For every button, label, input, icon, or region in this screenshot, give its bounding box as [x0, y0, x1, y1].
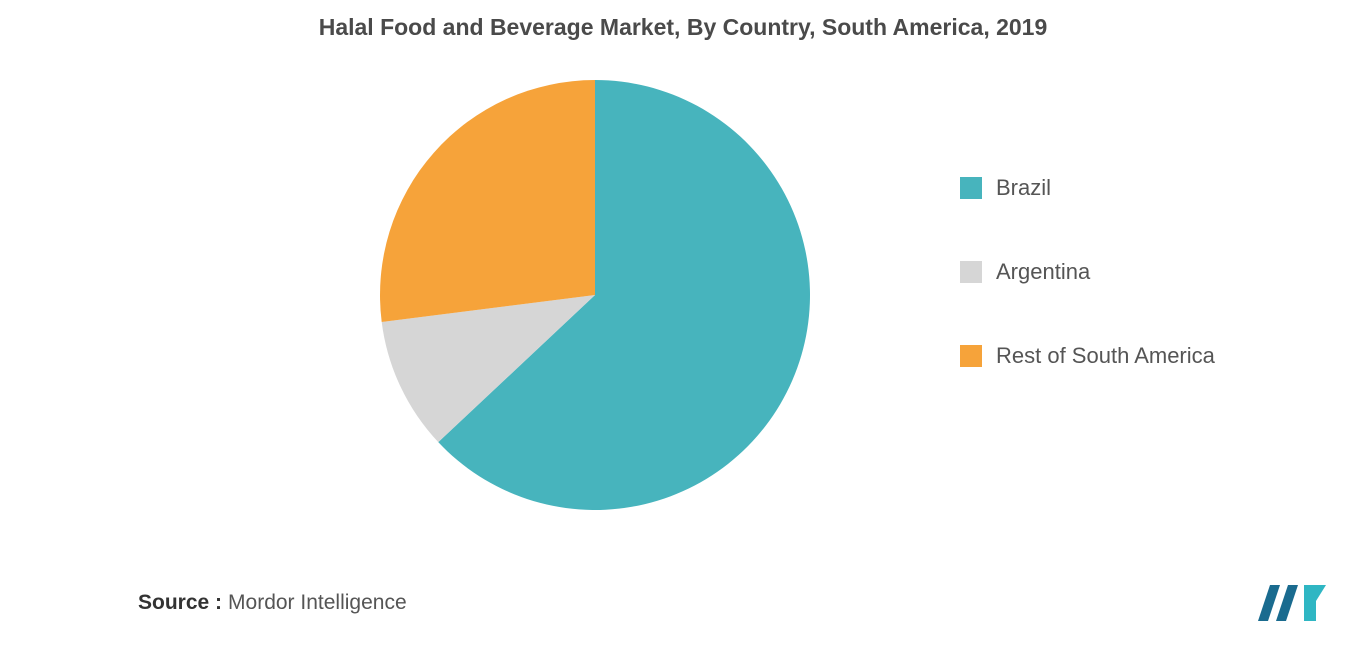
legend-swatch: [960, 345, 982, 367]
legend-label: Brazil: [996, 175, 1051, 201]
legend-item: Brazil: [960, 175, 1215, 201]
source-value: Mordor Intelligence: [228, 591, 407, 615]
pie-chart-svg: [380, 80, 810, 510]
legend-swatch: [960, 177, 982, 199]
brand-logo-icon: [1254, 581, 1328, 625]
legend-item: Argentina: [960, 259, 1215, 285]
source-label: Source :: [138, 591, 222, 615]
legend: Brazil Argentina Rest of South America: [960, 175, 1215, 369]
legend-swatch: [960, 261, 982, 283]
source-row: Source : Mordor Intelligence: [138, 591, 407, 615]
pie-chart: [380, 80, 810, 510]
legend-label: Rest of South America: [996, 343, 1215, 369]
chart-title: Halal Food and Beverage Market, By Count…: [0, 14, 1366, 41]
pie-slice: [380, 80, 595, 322]
legend-label: Argentina: [996, 259, 1090, 285]
legend-item: Rest of South America: [960, 343, 1215, 369]
